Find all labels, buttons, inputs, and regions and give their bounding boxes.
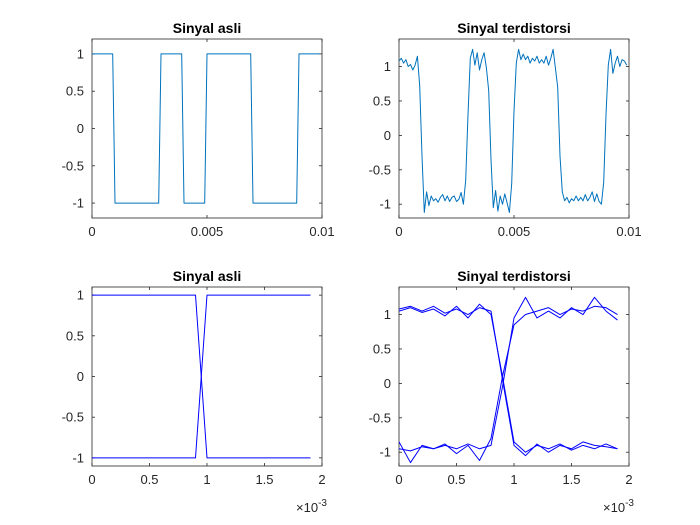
x-tick-label: 0 bbox=[88, 224, 95, 239]
x-exponent-label: ×10-3 bbox=[296, 498, 327, 515]
y-tick-label: 0 bbox=[77, 369, 84, 384]
x-tick-label: 0 bbox=[395, 224, 402, 239]
y-tick-label: -1 bbox=[379, 445, 391, 460]
x-exponent-base: ×10 bbox=[603, 500, 625, 515]
y-tick-label: 0.5 bbox=[66, 84, 84, 99]
y-tick-label: 1 bbox=[77, 46, 84, 61]
x-exponent-label: ×10-3 bbox=[603, 498, 634, 515]
y-tick-label: -0.5 bbox=[369, 162, 391, 177]
plot-area bbox=[398, 38, 630, 219]
x-tick-label: 0.005 bbox=[498, 224, 531, 239]
x-tick-label: 1.5 bbox=[562, 472, 580, 487]
series-line-4 bbox=[399, 296, 618, 452]
x-tick-label: 0.5 bbox=[140, 472, 158, 487]
x-tick-label: 0.01 bbox=[309, 224, 334, 239]
chart-title: Sinyal terdistorsi bbox=[457, 268, 571, 284]
x-tick-label: 0 bbox=[88, 472, 95, 487]
x-tick-label: 0.01 bbox=[616, 224, 641, 239]
chart-panel-1: 0 0.005 0.01 -1 -0.5 0 0.5 1 Sinyal asli bbox=[62, 20, 335, 239]
y-tick-label: -1 bbox=[379, 197, 391, 212]
series-group bbox=[92, 294, 311, 459]
series-line-1 bbox=[399, 303, 618, 453]
y-tick-label: 1 bbox=[77, 288, 84, 303]
y-tick-label: 0.5 bbox=[373, 93, 391, 108]
x-tick-label: 1 bbox=[203, 472, 210, 487]
chart-panel-2: 0 0.005 0.01 -1 -0.5 0 0.5 1 Sinyal terdistorsi bbox=[369, 20, 642, 239]
x-exponent-power: -3 bbox=[625, 498, 634, 509]
y-tick-label: 1 bbox=[384, 59, 391, 74]
plot-area bbox=[398, 286, 630, 467]
x-tick-label: 0.5 bbox=[447, 472, 465, 487]
x-tick-label: 0 bbox=[395, 472, 402, 487]
y-tick-label: -0.5 bbox=[369, 410, 391, 425]
chart-title: Sinyal asli bbox=[173, 20, 241, 36]
series-group bbox=[399, 48, 628, 213]
series-line-2 bbox=[92, 294, 311, 459]
series-line-2 bbox=[399, 305, 618, 457]
x-tick-label: 1 bbox=[510, 472, 517, 487]
x-exponent-power: -3 bbox=[318, 498, 327, 509]
y-tick-label: -0.5 bbox=[62, 158, 84, 173]
x-tick-label: 2 bbox=[625, 472, 632, 487]
series-line-1 bbox=[92, 53, 320, 204]
x-exponent-base: ×10 bbox=[296, 500, 318, 515]
series-group bbox=[399, 296, 618, 464]
plot-area bbox=[91, 286, 323, 467]
chart-panel-4: 0 0.5 1 1.5 2 -1 -0.5 0 0.5 1 Sinyal terdistorsi ×1… bbox=[369, 268, 635, 515]
x-tick-label: 1.5 bbox=[255, 472, 273, 487]
y-tick-label: 0.5 bbox=[66, 328, 84, 343]
series-line-1 bbox=[399, 48, 628, 213]
chart-title: Sinyal terdistorsi bbox=[457, 20, 571, 36]
chart-panel-3: 0 0.5 1 1.5 2 -1 -0.5 0 0.5 1 Sinyal asli ×10-3 bbox=[62, 268, 328, 515]
x-tick-label: 0.005 bbox=[191, 224, 224, 239]
x-tick-label: 2 bbox=[318, 472, 325, 487]
series-group bbox=[92, 53, 320, 204]
y-tick-label: -1 bbox=[72, 196, 84, 211]
y-tick-label: 0 bbox=[77, 121, 84, 136]
y-tick-label: 0 bbox=[384, 128, 391, 143]
y-tick-label: 1 bbox=[384, 307, 391, 322]
chart-title: Sinyal asli bbox=[173, 268, 241, 284]
y-tick-label: 0 bbox=[384, 376, 391, 391]
y-tick-label: 0.5 bbox=[373, 341, 391, 356]
y-tick-label: -1 bbox=[72, 450, 84, 465]
y-tick-label: -0.5 bbox=[62, 410, 84, 425]
